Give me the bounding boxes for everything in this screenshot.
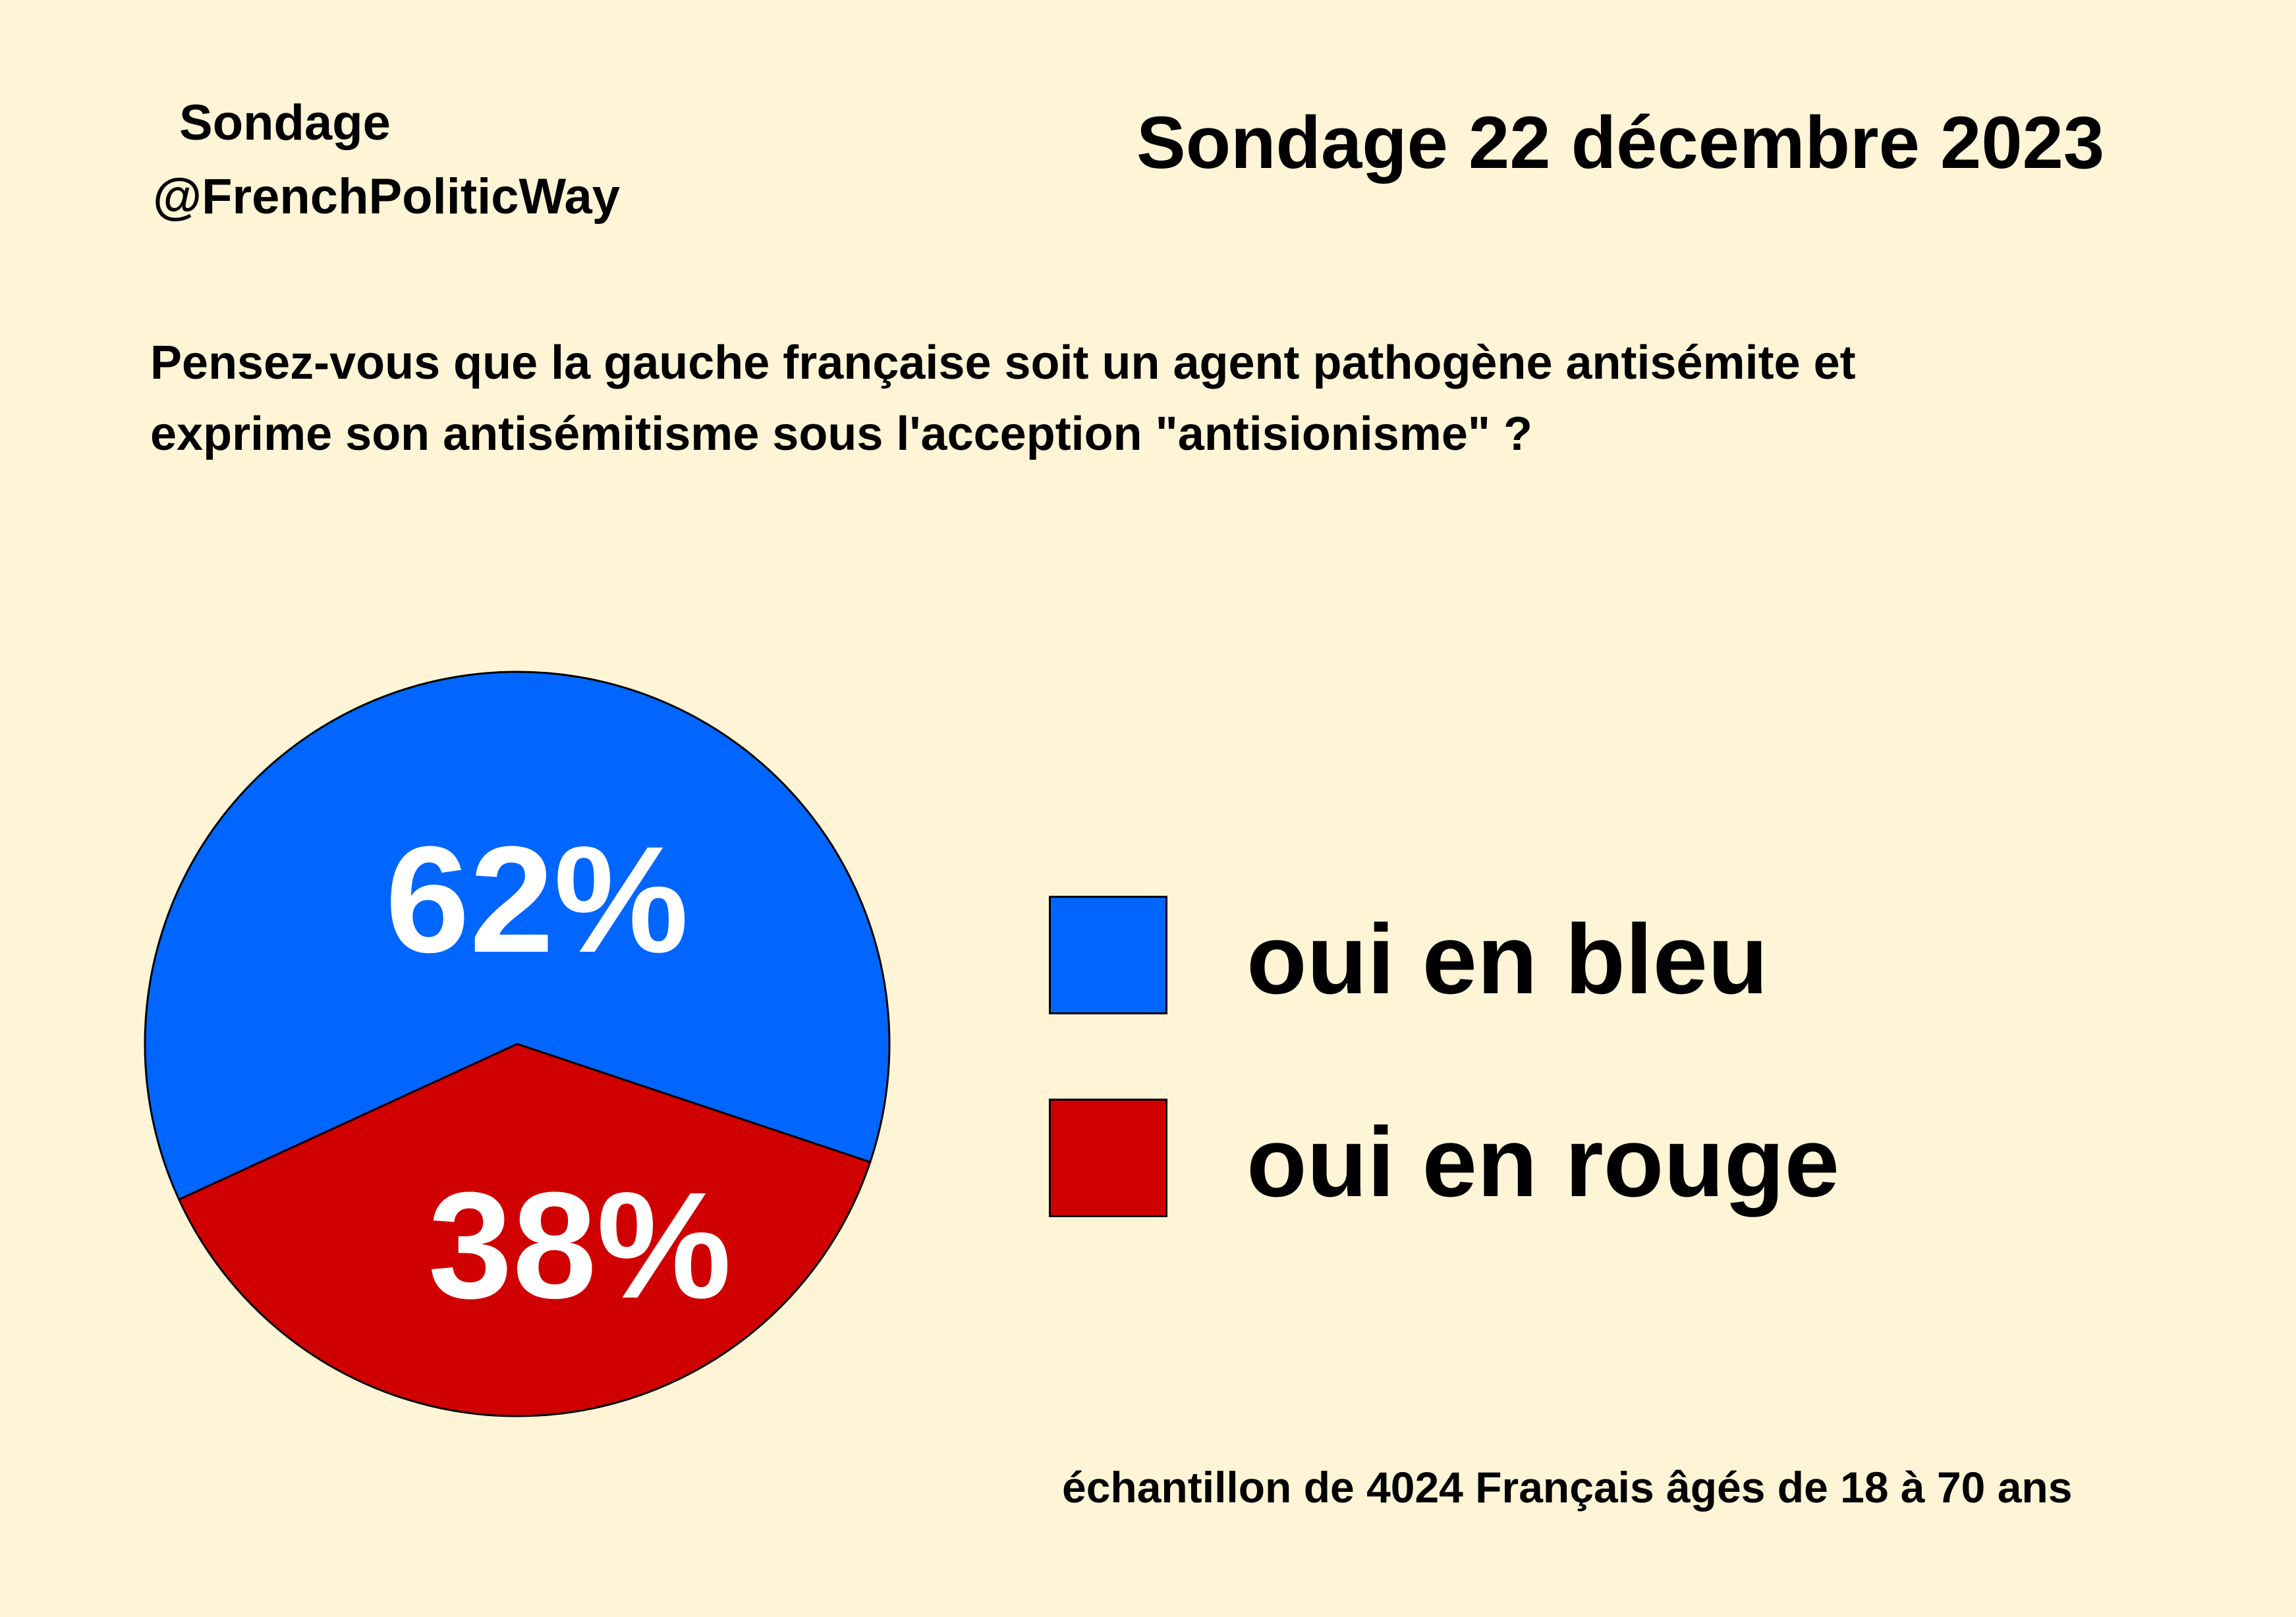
pie-slice-blue [144, 671, 891, 1201]
brand-line-1: Sondage [179, 95, 391, 151]
pie-slice-red [177, 1043, 872, 1417]
legend-swatch-red [1049, 1099, 1167, 1217]
legend-swatch-blue [1049, 896, 1167, 1014]
slice-label-red: 38% [428, 1161, 731, 1330]
question-line-2: exprime son antisémitisme sous l'accepti… [150, 408, 1533, 460]
question-line-1: Pensez-vous que la gauche française soit… [150, 337, 1856, 389]
sample-footnote: échantillon de 4024 Français âgés de 18 … [1062, 1463, 2073, 1512]
legend-label-blue: oui en bleu [1246, 904, 1768, 1014]
legend-label-red: oui en rouge [1246, 1107, 1839, 1217]
brand-handle: @FrenchPoliticWay [153, 169, 620, 225]
slice-label-blue: 62% [385, 815, 688, 984]
page-title: Sondage 22 décembre 2023 [1136, 101, 2105, 184]
